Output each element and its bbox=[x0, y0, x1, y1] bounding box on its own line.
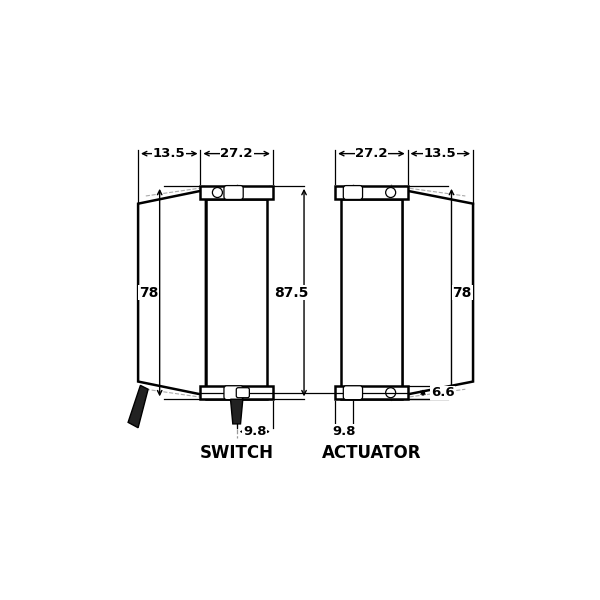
Bar bbox=[206, 199, 268, 399]
Bar bbox=[200, 386, 273, 399]
Polygon shape bbox=[402, 190, 473, 395]
Text: SWITCH: SWITCH bbox=[200, 444, 274, 462]
Text: 78: 78 bbox=[452, 286, 472, 299]
Bar bbox=[341, 199, 402, 399]
Text: 27.2: 27.2 bbox=[355, 147, 388, 160]
Bar bbox=[335, 186, 407, 199]
FancyBboxPatch shape bbox=[343, 386, 362, 400]
Text: 27.2: 27.2 bbox=[220, 147, 253, 160]
FancyBboxPatch shape bbox=[224, 185, 243, 199]
Text: ACTUATOR: ACTUATOR bbox=[322, 444, 421, 462]
Text: 78: 78 bbox=[139, 286, 158, 299]
Polygon shape bbox=[230, 399, 243, 424]
Text: 9.8: 9.8 bbox=[332, 425, 356, 438]
Text: 13.5: 13.5 bbox=[424, 147, 457, 160]
Text: 87.5: 87.5 bbox=[275, 286, 309, 299]
FancyBboxPatch shape bbox=[343, 185, 362, 199]
Polygon shape bbox=[138, 190, 206, 395]
Bar bbox=[335, 386, 407, 399]
Text: 13.5: 13.5 bbox=[153, 147, 185, 160]
Text: 9.8: 9.8 bbox=[243, 425, 266, 438]
Text: 6.6: 6.6 bbox=[431, 386, 454, 399]
Polygon shape bbox=[128, 385, 148, 428]
FancyBboxPatch shape bbox=[224, 386, 243, 400]
Bar bbox=[200, 186, 273, 199]
FancyBboxPatch shape bbox=[236, 388, 250, 398]
